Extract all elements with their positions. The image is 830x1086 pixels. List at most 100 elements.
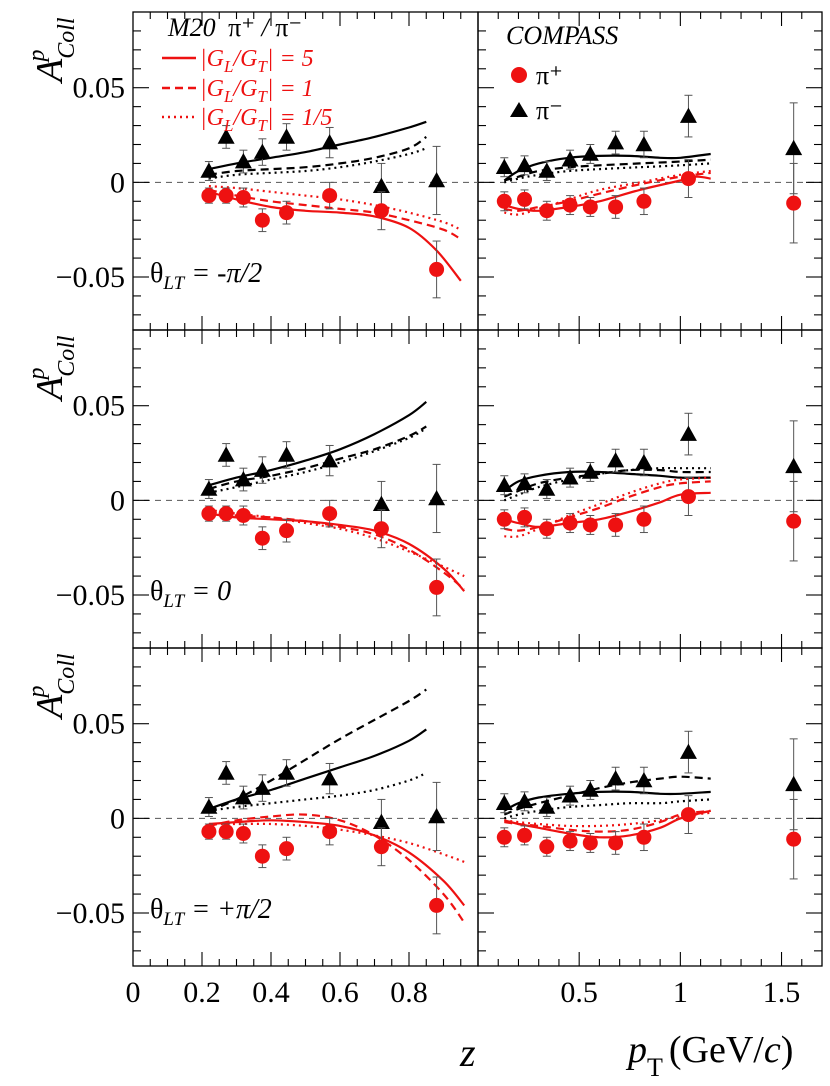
x-axis-title-z: z xyxy=(459,1030,476,1075)
legend-model: M20 π⁺ / π⁻ |GL/GT| = 5 |GL/GT| = 1 |GL/… xyxy=(162,13,332,135)
pi-minus-pt-row3-point xyxy=(581,781,599,797)
pi-plus-pt-row2-point xyxy=(636,511,652,527)
x-tick-label-z: 0.2 xyxy=(183,976,221,1009)
pi-plus-pt-row3-point xyxy=(562,833,578,849)
pi-minus-z-row1-point xyxy=(321,134,339,150)
pi-plus-z-row2-point xyxy=(429,579,445,595)
pi-plus-z-row3-point xyxy=(429,897,445,913)
pi-minus-z-row3-point xyxy=(372,813,390,829)
legend-dashed-label: |GL/GT| = 1 xyxy=(200,76,314,106)
legend-pi-minus-marker xyxy=(510,102,528,117)
pi-minus-pt-row1-point xyxy=(607,134,625,150)
legend-model-title: M20 π⁺ / π⁻ xyxy=(167,13,302,42)
theta-label-row2: θLT = 0 xyxy=(150,576,231,612)
pi-minus-pt-row2-point xyxy=(516,474,534,491)
pi-minus-pt-row3-point xyxy=(538,798,556,814)
pi-plus-z-row2-point xyxy=(201,506,217,522)
pi-plus-pt-row2-point xyxy=(582,517,598,533)
curve-pt-pi-minus-solid-row1 xyxy=(503,152,711,182)
y-tick-label-row1: 0 xyxy=(110,166,125,199)
x-axis-title-pt: pT (GeV/c) xyxy=(625,1029,793,1082)
pi-plus-z-row3-point xyxy=(235,826,251,841)
y-axis-title-row3: ACollp xyxy=(24,653,80,721)
y-tick-label-row2: 0.05 xyxy=(73,390,126,423)
pi-plus-z-row2-point xyxy=(235,508,251,523)
pi-minus-pt-row3-point xyxy=(679,743,697,759)
pi-minus-z-row3-point xyxy=(253,779,271,795)
pi-plus-z-row3-point xyxy=(201,824,217,840)
curve-z-pi-plus-dashed-row3 xyxy=(208,813,466,924)
pi-plus-pt-row1-point xyxy=(517,191,533,207)
pi-plus-z-row3-point xyxy=(279,841,295,857)
pi-plus-pt-row2-point xyxy=(539,521,555,537)
axis-labels: 0.05 0 −0.05 0.05 0 −0.05 0.05 0 −0.05 0 0.2 0.4 0.6… xyxy=(56,72,801,1009)
pi-plus-z-row2-point xyxy=(254,530,270,546)
pi-minus-z-row2-point xyxy=(321,452,339,468)
pi-minus-pt-row2-point xyxy=(495,476,513,493)
pi-plus-z-row1-point xyxy=(201,188,217,204)
pi-minus-z-row1-point xyxy=(234,153,252,169)
pi-minus-pt-row1-point xyxy=(516,156,534,173)
pi-minus-pt-row2-point xyxy=(581,463,599,479)
pi-plus-pt-row3-point xyxy=(517,827,533,843)
pi-plus-pt-row2-point xyxy=(562,515,578,531)
curve-pt-pi-plus-dashed-row2 xyxy=(504,480,711,532)
pi-minus-pt-row3-point xyxy=(495,794,513,811)
pi-minus-pt-row1-point xyxy=(495,158,513,175)
pi-plus-z-row1-point xyxy=(279,205,295,221)
curve-pt-pi-minus-dashed-row1 xyxy=(503,158,711,182)
pi-plus-z-row1-point xyxy=(373,203,389,219)
pi-minus-z-row1-point xyxy=(278,128,296,144)
pi-plus-z-row3-point xyxy=(322,824,338,840)
pi-minus-z-row1-point xyxy=(428,171,446,188)
pi-minus-z-row2-point xyxy=(372,495,390,511)
pi-plus-pt-row2-point xyxy=(517,509,533,525)
pi-minus-pt-row3-point xyxy=(607,770,625,786)
pi-minus-z-row2-point xyxy=(428,489,446,506)
pi-minus-z-row1-point xyxy=(217,128,235,144)
pi-minus-z-row3-point xyxy=(278,764,296,780)
pi-plus-pt-row2-point xyxy=(608,517,624,533)
pi-minus-z-row1-point xyxy=(200,162,218,178)
pi-minus-z-row3-point xyxy=(428,807,446,824)
pi-plus-z-row3-point xyxy=(254,848,270,864)
curve-z-pi-plus-dashed-row2 xyxy=(208,510,465,591)
curve-z-pi-minus-solid-row2 xyxy=(208,401,427,487)
pi-minus-pt-row1-point xyxy=(679,107,697,123)
curve-pt-pi-minus-solid-row2 xyxy=(503,470,711,492)
curve-pt-pi-plus-dotted-row3 xyxy=(504,811,711,828)
x-tick-label-pt: 0.5 xyxy=(560,976,598,1009)
pi-plus-pt-row3-point xyxy=(496,829,512,845)
pi-minus-pt-row3-point xyxy=(516,792,534,809)
pi-minus-pt-row2-point xyxy=(607,452,625,468)
y-tick-label-row3: 0 xyxy=(110,802,125,835)
y-tick-label-row1: 0.05 xyxy=(73,72,126,105)
pi-minus-pt-row3-point xyxy=(561,787,579,803)
pi-minus-z-row2-point xyxy=(253,461,271,477)
x-tick-label-z: 0.4 xyxy=(252,976,290,1009)
legend-pi-minus-label: π⁻ xyxy=(536,96,563,125)
legend-dotted-label: |GL/GT| = 1/5 xyxy=(200,105,332,135)
legend-data: COMPASS π⁺ π⁻ xyxy=(506,21,618,125)
pi-plus-pt-row3-point xyxy=(680,807,696,823)
pi-minus-pt-row1-point xyxy=(635,136,653,152)
pi-plus-z-row2-point xyxy=(279,523,295,539)
pi-plus-pt-row1-point xyxy=(680,171,696,187)
pi-plus-z-row3-point xyxy=(218,824,234,840)
pi-minus-pt-row2-point xyxy=(679,425,697,441)
pi-plus-z-row1-point xyxy=(218,188,234,204)
pi-minus-z-row2-point xyxy=(217,446,235,462)
pi-plus-z-row3-point xyxy=(373,839,389,855)
pi-minus-z-row1-point xyxy=(253,143,271,159)
legend-solid-label: |GL/GT| = 5 xyxy=(200,46,314,76)
x-tick-label-z: 0 xyxy=(126,976,141,1009)
y-tick-label-row2: 0 xyxy=(110,484,125,517)
pi-plus-pt-row3-point xyxy=(582,835,598,851)
curve-z-pi-minus-dotted-row1 xyxy=(208,147,427,180)
pi-plus-z-row1-point xyxy=(254,212,270,228)
data-points xyxy=(200,94,803,935)
pi-plus-pt-row1-point xyxy=(562,197,578,213)
pi-minus-pt-row1-point xyxy=(561,151,579,167)
pi-minus-z-row3-point xyxy=(234,789,252,805)
